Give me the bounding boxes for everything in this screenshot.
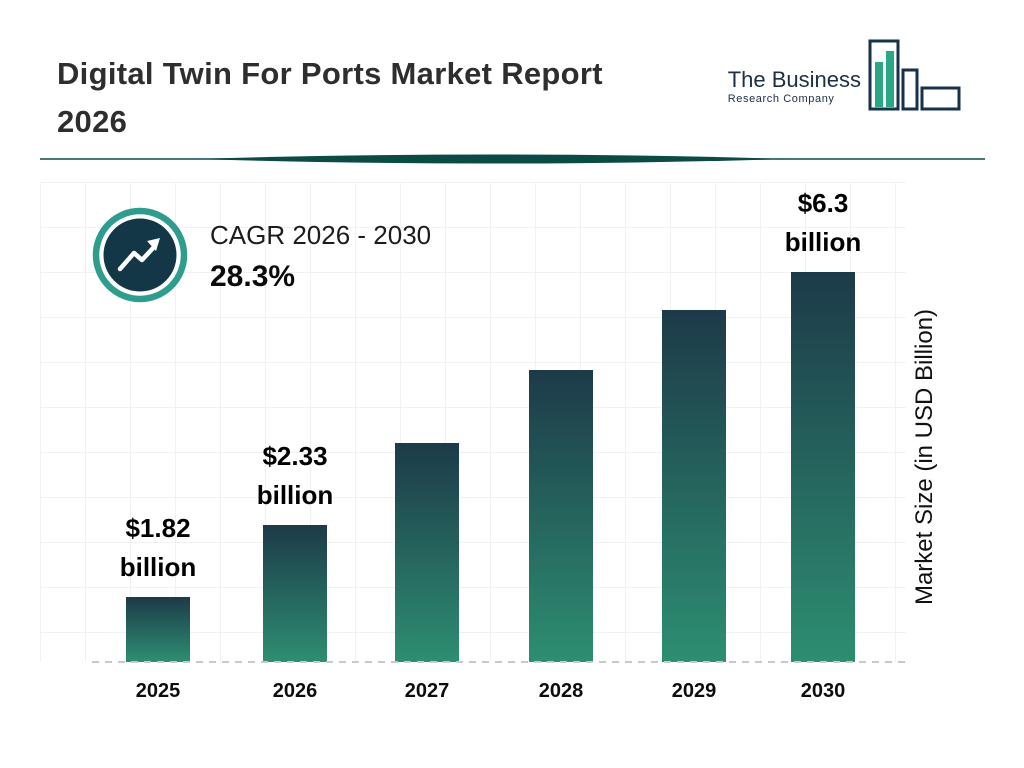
chart: CAGR 2026 - 2030 28.3% $1.82 billion $2.33… [40, 182, 908, 663]
logo-barchart-icon [868, 39, 961, 111]
cagr-badge: CAGR 2026 - 2030 28.3% [92, 207, 431, 303]
cagr-value: 28.3% [210, 260, 296, 293]
company-logo: The Business Research Company [728, 38, 962, 112]
logo-name: The Business [727, 67, 861, 92]
x-axis-label-2027: 2027 [404, 680, 450, 702]
bar-2026 [263, 525, 327, 662]
company-logo-text: The Business Research Company [727, 67, 861, 106]
bar-2030 [791, 272, 855, 662]
bars: $1.82 billion $2.33 billion $6.3 billion [40, 182, 906, 662]
cagr-label: CAGR 2026 - 2030 [210, 220, 432, 250]
trend-up-arrow-icon [92, 207, 188, 303]
cagr-texts: CAGR 2026 - 2030 28.3% [210, 216, 431, 294]
page-title: Digital Twin For Ports Market Report 202… [57, 50, 603, 146]
x-axis-label-2030: 2030 [800, 680, 846, 702]
x-axis-labels: 2025 2026 2027 2028 2029 2030 [40, 680, 906, 712]
page-title-line1: Digital Twin For Ports Market Report [57, 56, 603, 91]
bar-value-label-2026: $2.33 billion [256, 441, 334, 510]
bar-2028 [529, 370, 593, 662]
logo-subname: Research Company [727, 93, 835, 105]
x-axis-label-2025: 2025 [135, 680, 181, 702]
divider-line [40, 154, 985, 164]
x-axis-label-2029: 2029 [671, 680, 717, 702]
bar-2027 [395, 443, 459, 662]
x-axis-label-2028: 2028 [538, 680, 584, 702]
page-title-line2: 2026 [57, 104, 128, 139]
bar-2029 [662, 310, 726, 662]
y-axis-label: Market Size (in USD Billion) [911, 308, 938, 606]
x-axis-label-2026: 2026 [272, 680, 318, 702]
bar-value-label-2025: $1.82 billion [119, 513, 197, 582]
axis-baseline [92, 661, 908, 663]
bar-value-label-2030: $6.3 billion [784, 188, 862, 257]
bar-2025 [126, 597, 190, 662]
